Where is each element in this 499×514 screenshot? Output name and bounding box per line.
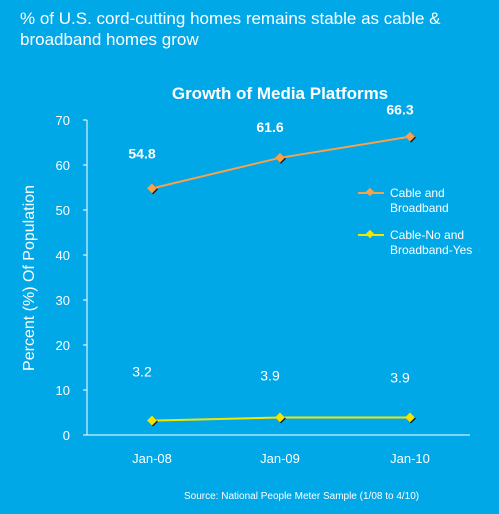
data-point — [147, 183, 157, 194]
data-labels: 54.8 61.6 66.3 3.2 3.9 3.9 — [128, 102, 413, 386]
y-tick-labels: 0 10 20 30 40 50 60 70 — [56, 113, 87, 443]
data-point — [405, 131, 415, 142]
legend-item-cable-no-broadband-yes: Cable-No and Broadband-Yes — [358, 228, 498, 258]
legend-swatch-cable-broadband — [358, 192, 384, 194]
y-tick-label: 40 — [56, 248, 70, 263]
data-label: 66.3 — [386, 102, 413, 118]
data-point — [275, 412, 285, 423]
y-axis-label: Percent (%) Of Population — [21, 185, 38, 371]
y-tick-label: 70 — [56, 113, 70, 128]
y-tick-label: 20 — [56, 338, 70, 353]
x-tick-label: Jan-09 — [260, 451, 300, 466]
legend-label-cable-broadband: Cable and Broadband — [390, 186, 449, 215]
data-label: 3.9 — [260, 367, 280, 383]
legend-swatch-cable-no-broadband-yes — [358, 234, 384, 236]
chart-title: Growth of Media Platforms — [171, 84, 389, 103]
headline: % of U.S. cord-cutting homes remains sta… — [20, 9, 441, 49]
y-tick-label: 30 — [56, 293, 70, 308]
data-point — [405, 412, 415, 423]
x-tick-label: Jan-10 — [390, 451, 430, 466]
y-tick-label: 10 — [56, 383, 70, 398]
y-tick-label: 0 — [63, 428, 70, 443]
data-point — [275, 152, 285, 163]
legend: Cable and Broadband Cable-No and Broadba… — [358, 186, 498, 270]
chart-axes — [86, 120, 470, 436]
data-point — [147, 415, 157, 426]
legend-item-cable-broadband: Cable and Broadband — [358, 186, 498, 216]
x-tick-label: Jan-08 — [132, 451, 172, 466]
y-tick-label: 50 — [56, 203, 70, 218]
series-points — [147, 131, 416, 427]
series-lines — [151, 135, 411, 422]
y-tick-label: 60 — [56, 158, 70, 173]
data-label: 3.9 — [390, 369, 410, 385]
source-note: Source: National People Meter Sample (1/… — [184, 491, 420, 502]
data-label: 3.2 — [132, 364, 152, 380]
data-label: 61.6 — [256, 119, 283, 135]
x-tick-labels: Jan-08 Jan-09 Jan-10 — [132, 451, 430, 466]
data-label: 54.8 — [128, 145, 155, 161]
legend-label-cable-no-broadband-yes: Cable-No and Broadband-Yes — [390, 228, 473, 257]
